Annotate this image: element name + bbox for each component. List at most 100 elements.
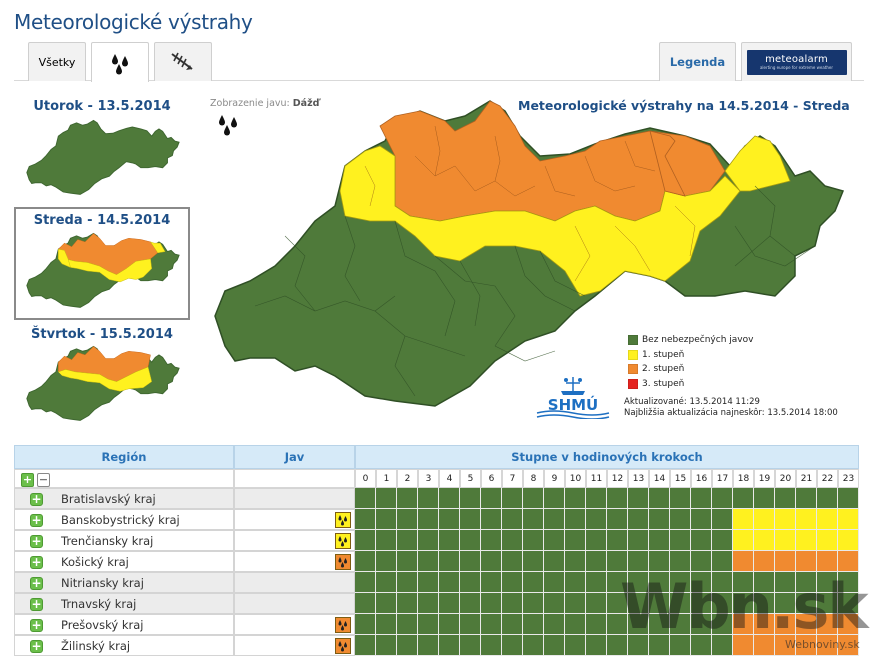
day-map-tuesday[interactable] — [22, 118, 182, 198]
table-row[interactable]: + Banskobystrický kraj — [14, 509, 859, 530]
hour-step-cell — [523, 551, 544, 572]
hour-step-cell — [796, 551, 817, 572]
next-update-time: Najbližšia aktualizácia najneskôr: 13.5.… — [624, 408, 838, 418]
table-row[interactable]: + Trenčiansky kraj — [14, 530, 859, 551]
hour-step-cell — [628, 635, 649, 656]
expand-row-button[interactable]: + — [30, 555, 43, 569]
rain-warning-icon[interactable] — [335, 512, 351, 528]
hour-step-cell — [628, 530, 649, 551]
meteoalarm-link[interactable]: meteoalarm alerting europe for extreme w… — [741, 42, 852, 81]
legend-item: 3. stupeň — [628, 377, 753, 392]
hour-step-cell — [376, 572, 397, 593]
hour-step-cell — [628, 488, 649, 509]
hour-header-cell: 10 — [565, 469, 586, 488]
hour-steps — [355, 551, 859, 572]
hour-steps — [355, 509, 859, 530]
tab-wind[interactable] — [154, 42, 212, 81]
hour-step-cell — [817, 551, 838, 572]
expand-row-button[interactable]: + — [30, 492, 43, 506]
hour-step-cell — [544, 488, 565, 509]
hour-step-cell — [523, 509, 544, 530]
hour-step-cell — [502, 593, 523, 614]
hour-step-cell — [523, 593, 544, 614]
hour-step-cell — [523, 614, 544, 635]
tab-legend[interactable]: Legenda — [659, 42, 736, 81]
hour-step-cell — [670, 635, 691, 656]
hour-step-cell — [607, 551, 628, 572]
legend-swatch-yellow — [628, 349, 638, 360]
region-name: Bratislavský kraj — [61, 491, 156, 506]
hour-step-cell — [397, 593, 418, 614]
hour-step-cell — [439, 572, 460, 593]
hour-step-cell — [355, 572, 376, 593]
hour-step-cell — [586, 488, 607, 509]
hour-step-cell — [565, 488, 586, 509]
hour-header-cell: 0 — [355, 469, 376, 488]
hour-step-cell — [733, 509, 754, 530]
hour-step-cell — [523, 530, 544, 551]
hour-step-cell — [523, 488, 544, 509]
district-borders — [254, 185, 816, 397]
expand-row-button[interactable]: + — [30, 639, 43, 653]
hour-step-cell — [355, 488, 376, 509]
hour-step-cell — [733, 530, 754, 551]
day-title-thursday[interactable]: Štvrtok - 15.5.2014 — [31, 327, 173, 342]
collapse-all-button[interactable]: − — [37, 473, 50, 487]
hour-header-cell: 20 — [775, 469, 796, 488]
column-header-region[interactable]: Región — [14, 445, 234, 469]
hour-step-cell — [628, 593, 649, 614]
tab-all[interactable]: Všetky — [28, 42, 86, 81]
hour-step-cell — [544, 509, 565, 530]
hour-step-cell — [796, 572, 817, 593]
table-row[interactable]: + Nitriansky kraj — [14, 572, 859, 593]
table-row[interactable]: + Prešovský kraj — [14, 614, 859, 635]
day-map-thursday[interactable] — [22, 344, 182, 424]
expand-row-button[interactable]: + — [30, 618, 43, 632]
hour-step-cell — [607, 593, 628, 614]
table-row[interactable]: + Trnavský kraj — [14, 593, 859, 614]
rain-warning-icon[interactable] — [335, 638, 351, 654]
hour-step-cell — [733, 635, 754, 656]
hour-step-cell — [817, 593, 838, 614]
hour-step-cell — [649, 635, 670, 656]
expand-row-button[interactable]: + — [30, 534, 43, 548]
hour-step-cell — [775, 509, 796, 530]
hour-step-cell — [376, 488, 397, 509]
expand-row-button[interactable]: + — [30, 597, 43, 611]
hour-header-cell: 9 — [544, 469, 565, 488]
phenomenon-label: Zobrazenie javu: Dážď — [210, 98, 319, 109]
hour-step-cell — [754, 530, 775, 551]
region-cell: + Bratislavský kraj — [14, 488, 234, 509]
region-cell: + Košický kraj — [14, 551, 234, 572]
column-header-jav[interactable]: Jav — [234, 445, 355, 469]
hour-step-cell — [544, 551, 565, 572]
hour-step-cell — [502, 572, 523, 593]
updated-time: Aktualizované: 13.5.2014 11:29 — [624, 397, 760, 407]
main-warning-map[interactable] — [195, 96, 855, 416]
hour-step-cell — [607, 530, 628, 551]
hour-step-cell — [775, 593, 796, 614]
hour-step-cell — [691, 551, 712, 572]
hour-step-cell — [460, 572, 481, 593]
hour-step-cell — [775, 530, 796, 551]
day-title-tuesday[interactable]: Utorok - 13.5.2014 — [33, 99, 171, 114]
tab-rain[interactable] — [91, 42, 149, 82]
rain-warning-icon[interactable] — [335, 554, 351, 570]
day-title-wednesday[interactable]: Streda - 14.5.2014 — [33, 213, 171, 228]
jav-cell — [234, 635, 355, 656]
table-row[interactable]: + Košický kraj — [14, 551, 859, 572]
hour-step-cell — [376, 593, 397, 614]
expand-all-button[interactable]: + — [21, 473, 34, 487]
hour-step-cell — [691, 635, 712, 656]
expand-row-button[interactable]: + — [30, 513, 43, 527]
hour-step-cell — [712, 614, 733, 635]
hour-step-cell — [670, 509, 691, 530]
rain-warning-icon[interactable] — [335, 617, 351, 633]
hour-step-cell — [628, 509, 649, 530]
rain-warning-icon[interactable] — [335, 533, 351, 549]
day-map-wednesday[interactable] — [22, 231, 182, 311]
hour-step-cell — [355, 593, 376, 614]
table-row[interactable]: + Bratislavský kraj — [14, 488, 859, 509]
table-row[interactable]: + Žilinský kraj — [14, 635, 859, 656]
expand-row-button[interactable]: + — [30, 576, 43, 590]
